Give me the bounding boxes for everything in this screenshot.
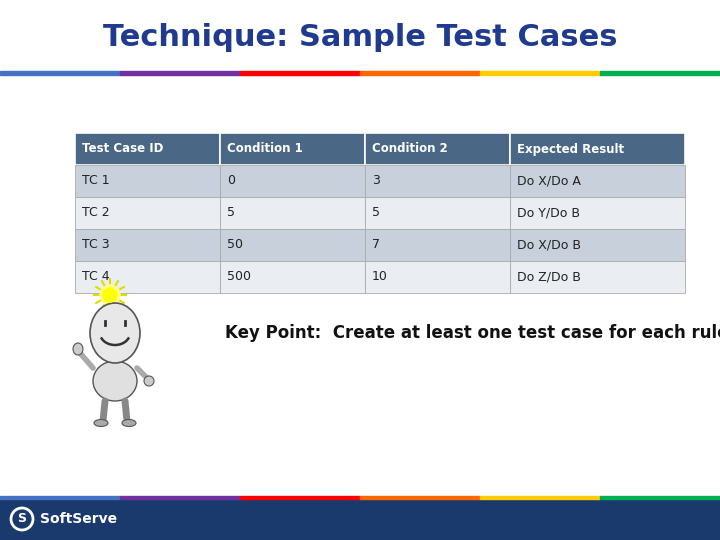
Ellipse shape [90, 303, 140, 363]
Bar [365, 197, 510, 229]
Bar [480, 496, 600, 499]
Circle shape [103, 288, 117, 302]
Bar [365, 229, 510, 261]
Bar [365, 261, 510, 293]
Bar [0, 496, 120, 499]
Bar [120, 496, 240, 499]
Text: 5: 5 [227, 206, 235, 219]
Bar [600, 71, 720, 75]
Text: 5: 5 [372, 206, 380, 219]
Text: 50: 50 [227, 239, 243, 252]
Bar [75, 197, 220, 229]
Bar [510, 165, 685, 197]
Text: Key Point:  Create at least one test case for each rule.: Key Point: Create at least one test case… [225, 324, 720, 342]
Text: Test Case ID: Test Case ID [82, 143, 163, 156]
Bar [360, 71, 480, 75]
Text: SoftServe: SoftServe [40, 512, 117, 526]
Circle shape [100, 285, 120, 305]
Bar [365, 165, 510, 197]
Text: 3: 3 [372, 174, 380, 187]
Text: TC 1: TC 1 [82, 174, 109, 187]
Text: S: S [17, 512, 27, 525]
Text: 500: 500 [227, 271, 251, 284]
Bar [220, 197, 365, 229]
Ellipse shape [73, 343, 83, 355]
Bar [510, 133, 685, 165]
Text: 10: 10 [372, 271, 388, 284]
Bar [0, 498, 720, 540]
Bar [600, 496, 720, 499]
Text: Condition 2: Condition 2 [372, 143, 448, 156]
Bar [220, 229, 365, 261]
Ellipse shape [93, 361, 137, 401]
Text: TC 2: TC 2 [82, 206, 109, 219]
Text: 7: 7 [372, 239, 380, 252]
Text: Expected Result: Expected Result [517, 143, 624, 156]
Bar [75, 229, 220, 261]
Text: Technique: Sample Test Cases: Technique: Sample Test Cases [103, 24, 617, 52]
Text: Do Y/Do B: Do Y/Do B [517, 206, 580, 219]
Ellipse shape [94, 420, 108, 427]
Text: Do X/Do A: Do X/Do A [517, 174, 581, 187]
Bar [510, 229, 685, 261]
Bar [75, 133, 220, 165]
Text: Do Z/Do B: Do Z/Do B [517, 271, 581, 284]
Text: Condition 1: Condition 1 [227, 143, 302, 156]
Bar [510, 197, 685, 229]
Ellipse shape [144, 376, 154, 386]
Text: 0: 0 [227, 174, 235, 187]
Ellipse shape [122, 420, 136, 427]
Text: Do X/Do B: Do X/Do B [517, 239, 581, 252]
Bar [75, 261, 220, 293]
Bar [240, 71, 360, 75]
Bar [120, 71, 240, 75]
Bar [0, 71, 120, 75]
Bar [480, 71, 600, 75]
Bar [220, 261, 365, 293]
Bar [510, 261, 685, 293]
Bar [360, 496, 480, 499]
Bar [220, 133, 365, 165]
Bar [240, 496, 360, 499]
Text: TC 3: TC 3 [82, 239, 109, 252]
Bar [220, 165, 365, 197]
Bar [75, 165, 220, 197]
Bar [365, 133, 510, 165]
Text: TC 4: TC 4 [82, 271, 109, 284]
